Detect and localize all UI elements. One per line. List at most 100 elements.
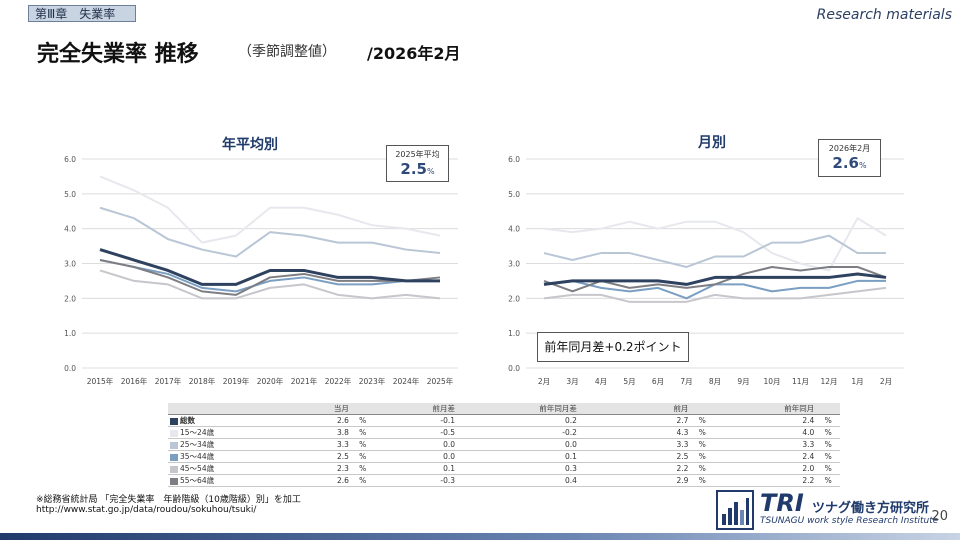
- monthly-x-tick-label: 8月: [709, 377, 721, 386]
- page-date: /2026年2月: [367, 44, 461, 63]
- table-row: 35～44歳 2.5% 0.0 0.1 2.5% 2.4%: [168, 450, 840, 463]
- cell-current: 2.6: [249, 414, 351, 427]
- summary-table: 当月 前月差 前年同月差 前月 前年同月 総数 2.6% -0.1 0.2 2.7% 2.…: [168, 403, 840, 487]
- cell-prev-year: 2.2: [714, 474, 817, 487]
- table-header-prev-month: 前月: [578, 403, 691, 415]
- cell-prev-month: 2.2: [578, 462, 691, 475]
- chapter-tag: 第Ⅲ章 失業率: [28, 5, 136, 22]
- cell-prev-year: 2.4: [714, 450, 817, 463]
- annual-x-tick-label: 2023年: [359, 376, 386, 386]
- table-row: 総数 2.6% -0.1 0.2 2.7% 2.4%: [168, 414, 840, 427]
- cell-current: 2.5: [249, 450, 351, 463]
- annual-series-age45_54: [99, 269, 441, 300]
- logo-mark-icon: [716, 490, 754, 530]
- page-title: 完全失業率 推移: [37, 42, 199, 67]
- cell-prev-month: 3.3: [578, 438, 691, 451]
- legend-swatch: [170, 429, 178, 437]
- cell-prev-month: 2.7: [578, 414, 691, 427]
- cell-prev-month: 2.5: [578, 450, 691, 463]
- cell-yoy: 0.2: [457, 414, 579, 427]
- annual-y-tick-label: 1.0: [64, 329, 76, 338]
- cell-yoy: 0.0: [457, 438, 579, 451]
- monthly-x-tick-label: 6月: [652, 377, 664, 386]
- monthly-y-tick-label: 0.0: [508, 364, 520, 373]
- table-row: 25～34歳 3.3% 0.0 0.0 3.3% 3.3%: [168, 438, 840, 451]
- row-label: 55～64歳: [168, 474, 250, 487]
- monthly-series-age15_24: [543, 217, 887, 272]
- cell-unit: %: [816, 414, 840, 427]
- cell-prev-month: 4.3: [578, 426, 691, 439]
- table-header-row: 当月 前月差 前年同月差 前月 前年同月: [168, 403, 840, 415]
- annual-y-tick-label: 2.0: [64, 294, 76, 303]
- logo-tagline: TSUNAGU work style Research Institute: [760, 516, 939, 526]
- monthly-x-tick-label: 5月: [623, 377, 635, 386]
- cell-prev-year: 2.0: [714, 462, 817, 475]
- monthly-x-tick-label: 2月: [880, 377, 892, 386]
- cell-unit: %: [816, 438, 840, 451]
- cell-unit: %: [690, 450, 715, 463]
- legend-swatch: [170, 477, 178, 485]
- cell-yoy: 0.4: [457, 474, 579, 487]
- cell-unit: %: [350, 462, 375, 475]
- research-materials-label: Research materials: [816, 7, 952, 23]
- monthly-line-chart: 0.0 1.0 2.0 3.0 4.0 5.0 6.0 2月 3月 4月 5月 6月 7月 8月 9月 10月…: [508, 155, 904, 386]
- cell-mom: -0.1: [374, 414, 458, 427]
- monthly-series-total: [543, 272, 887, 286]
- table-row: 55～64歳 2.6% -0.3 0.4 2.9% 2.2%: [168, 474, 840, 487]
- annual-x-tick-label: 2018年: [189, 376, 216, 386]
- cell-yoy: 0.3: [457, 462, 579, 475]
- cell-current: 3.8: [249, 426, 351, 439]
- yoy-diff-callout: 前年同月差+0.2ポイント: [537, 332, 689, 362]
- annual-series-age55_64: [99, 259, 441, 296]
- annual-x-tick-label: 2022年: [325, 376, 352, 386]
- table-row: 45～54歳 2.3% 0.1 0.3 2.2% 2.0%: [168, 462, 840, 475]
- annual-x-tick-label: 2021年: [291, 376, 318, 386]
- monthly-x-tick-label: 10月: [763, 377, 780, 386]
- cell-unit: %: [816, 426, 840, 439]
- tri-logo: TRI ツナグ働き方研究所 TSUNAGU work style Researc…: [716, 489, 948, 531]
- annual-series-age15_24: [99, 175, 441, 244]
- annual-y-tick-label: 4.0: [64, 225, 76, 234]
- monthly-series-age45_54: [543, 286, 887, 303]
- row-label: 25～34歳: [168, 438, 250, 451]
- cell-yoy: 0.1: [457, 450, 579, 463]
- cell-unit: %: [690, 462, 715, 475]
- row-label: 15～24歳: [168, 426, 250, 439]
- monthly-x-tick-label: 12月: [820, 377, 837, 386]
- cell-prev-year: 4.0: [714, 426, 817, 439]
- cell-unit: %: [690, 474, 715, 487]
- legend-swatch: [170, 465, 178, 473]
- annual-x-tick-label: 2024年: [393, 376, 420, 386]
- cell-mom: 0.1: [374, 462, 458, 475]
- cell-unit: %: [350, 474, 375, 487]
- cell-unit: %: [350, 450, 375, 463]
- annual-y-tick-label: 3.0: [64, 260, 76, 269]
- annual-x-tick-label: 2016年: [121, 376, 148, 386]
- cell-unit: %: [350, 426, 375, 439]
- monthly-series-age55_64: [543, 265, 887, 293]
- monthly-x-tick-label: 7月: [680, 377, 692, 386]
- source-url[interactable]: http://www.stat.go.jp/data/roudou/sokuho…: [36, 505, 257, 515]
- cell-prev-year: 3.3: [714, 438, 817, 451]
- legend-swatch: [170, 453, 178, 461]
- annual-average-callout: 2025年平均 2.5%: [386, 145, 449, 182]
- cell-current: 2.3: [249, 462, 351, 475]
- logo-name: ツナグ働き方研究所: [812, 501, 930, 516]
- annual-callout-value: 2.5%: [400, 160, 435, 178]
- footer-bar: [0, 533, 960, 540]
- legend-swatch: [170, 441, 178, 449]
- cell-current: 3.3: [249, 438, 351, 451]
- annual-y-tick-label: 5.0: [64, 190, 76, 199]
- annual-series-age25_34: [99, 206, 441, 258]
- monthly-callout-value: 2.6%: [832, 154, 867, 172]
- cell-prev-year: 2.4: [714, 414, 817, 427]
- annual-series-total: [99, 248, 440, 286]
- monthly-x-tick-label: 1月: [851, 377, 863, 386]
- legend-swatch: [170, 417, 178, 425]
- cell-current: 2.6: [249, 474, 351, 487]
- cell-unit: %: [350, 438, 375, 451]
- monthly-y-tick-label: 3.0: [508, 260, 520, 269]
- monthly-y-tick-label: 5.0: [508, 190, 520, 199]
- row-label: 総数: [168, 414, 250, 427]
- monthly-x-tick-label: 3月: [566, 377, 578, 386]
